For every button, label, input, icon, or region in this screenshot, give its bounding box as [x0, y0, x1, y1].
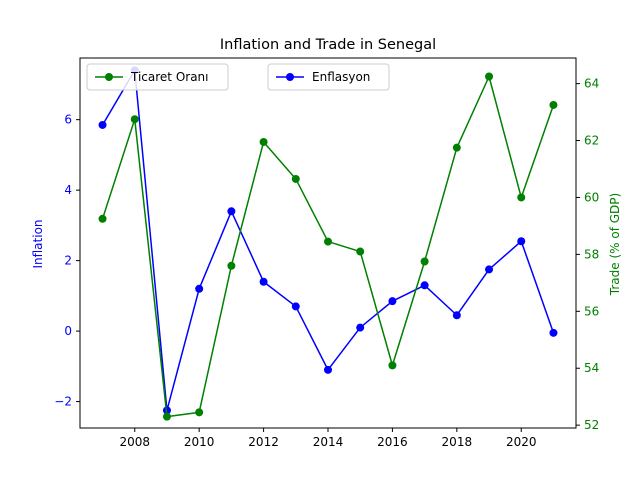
right-tick-label: 64 [584, 77, 599, 91]
data-point [259, 137, 268, 146]
legend-label: Ticaret Oranı [130, 70, 209, 84]
legend-area: Ticaret Oranı Enflasyon [86, 63, 390, 91]
left-tick-label: 4 [64, 183, 72, 197]
legend-marker [286, 73, 294, 81]
legend-label: Enflasyon [312, 70, 370, 84]
x-tick-label: 2020 [506, 435, 537, 449]
data-point [452, 143, 461, 152]
series-inflation [98, 66, 558, 415]
plot-area: 2008 2010 2012 2014 2016 2018 2020 −2 0 2 4 6 52 54 56… [54, 57, 599, 449]
data-point [162, 412, 171, 421]
x-tick-label: 2014 [313, 435, 344, 449]
right-tick-label: 56 [584, 304, 599, 318]
data-point [227, 207, 236, 216]
data-point [195, 284, 204, 293]
data-point [130, 115, 139, 124]
data-point [452, 311, 461, 320]
left-axis-label: Inflation [31, 219, 45, 268]
data-point [356, 323, 365, 332]
legend-box [267, 63, 390, 91]
left-tick-label: 2 [64, 254, 72, 268]
data-point [324, 237, 332, 246]
data-point [517, 237, 526, 246]
legend-marker [105, 73, 113, 81]
data-point [356, 247, 365, 256]
data-point [227, 261, 236, 270]
data-point [549, 100, 558, 109]
data-point [485, 72, 494, 81]
right-tick-label: 52 [584, 418, 599, 432]
data-point [420, 281, 429, 290]
data-point [517, 193, 526, 202]
left-tick-label: 6 [64, 113, 72, 127]
x-tick-label: 2008 [119, 435, 150, 449]
right-tick-label: 60 [584, 190, 599, 204]
chart-title: Inflation and Trade in Senegal [220, 37, 436, 53]
data-point [420, 257, 429, 266]
data-point [195, 408, 204, 417]
data-point [291, 302, 300, 311]
x-tick-label: 2010 [184, 435, 215, 449]
data-point [388, 297, 397, 306]
x-tick-label: 2016 [377, 435, 408, 449]
series-trade [98, 72, 558, 421]
data-point [259, 277, 268, 286]
x-tick-label: 2018 [442, 435, 473, 449]
left-tick-label: −2 [54, 395, 72, 409]
data-point [549, 328, 558, 337]
right-tick-label: 58 [584, 247, 599, 261]
legend-box [86, 63, 229, 91]
data-point [388, 361, 397, 370]
legend-upper-center: Enflasyon [267, 63, 390, 91]
data-point [324, 365, 332, 374]
left-tick-label: 0 [64, 324, 72, 338]
data-point [98, 120, 107, 129]
right-axis-label: Trade (% of GDP) [608, 193, 622, 296]
data-point [485, 265, 494, 274]
right-tick-label: 62 [584, 134, 599, 148]
legend-upper-left: Ticaret Oranı [86, 63, 229, 91]
data-point [291, 174, 300, 183]
right-tick-label: 54 [584, 361, 599, 375]
data-point [98, 214, 107, 223]
x-tick-label: 2012 [248, 435, 279, 449]
